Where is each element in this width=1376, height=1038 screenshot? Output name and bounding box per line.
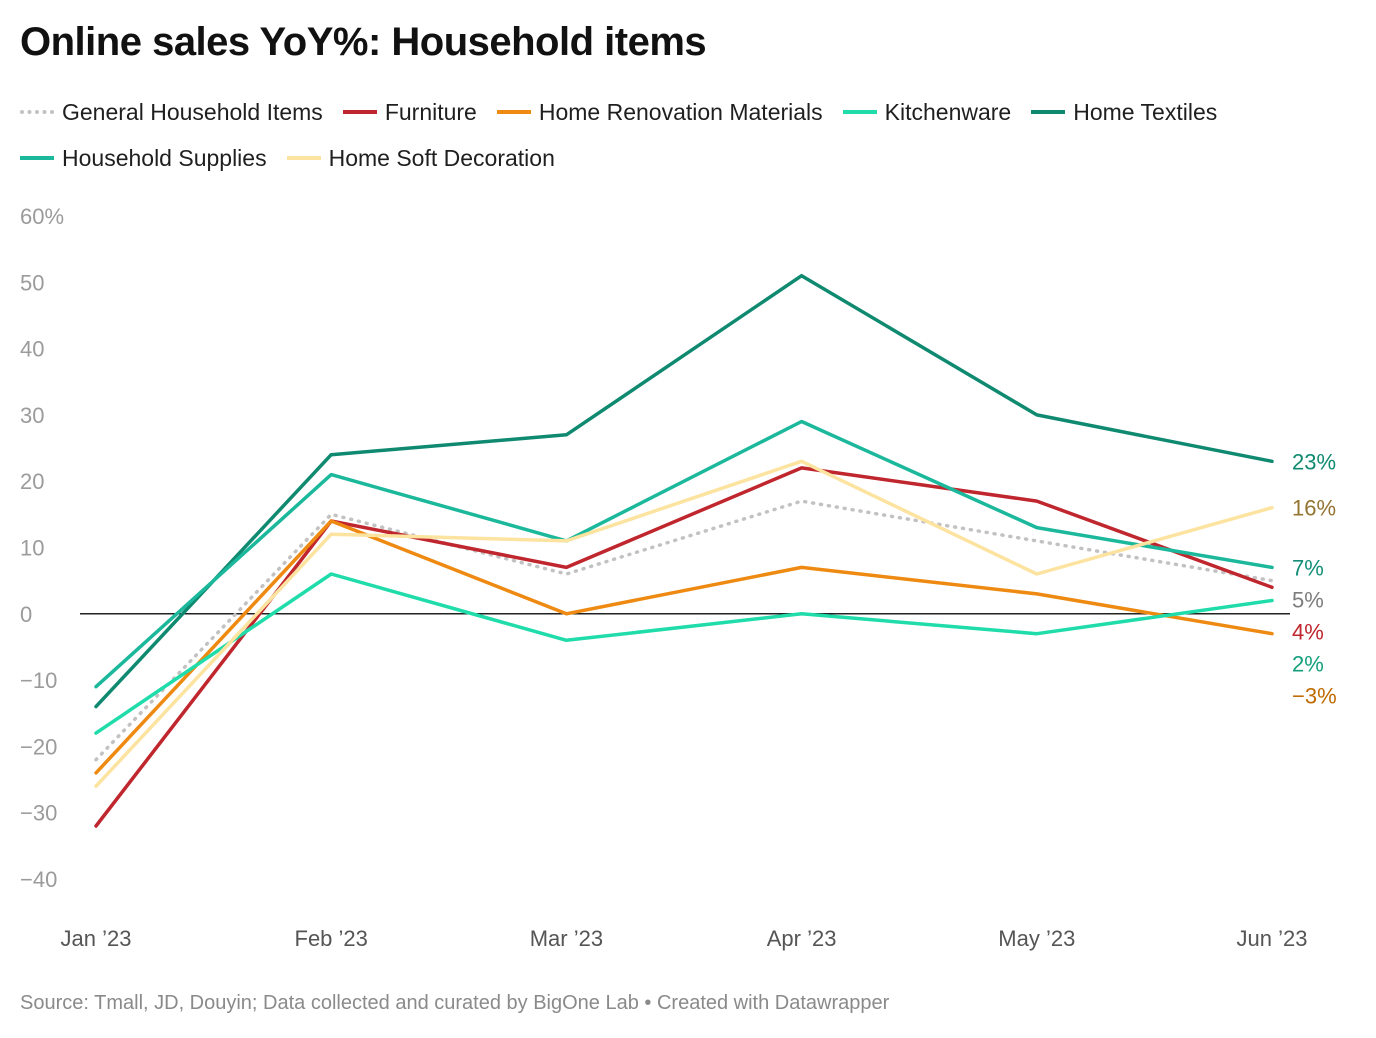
chart-title: Online sales YoY%: Household items [20, 20, 707, 64]
legend-label: Home Renovation Materials [538, 98, 823, 125]
legend-item-general-household-items: General Household Items [20, 94, 323, 130]
x-tick-label: Mar ’23 [530, 926, 603, 951]
legend-label: Home Textiles [1073, 98, 1218, 125]
y-tick-label: 60% [20, 204, 64, 229]
legend-label: Kitchenware [884, 98, 1012, 125]
end-label-home-textiles: 23% [1292, 449, 1336, 474]
legend: General Household Items Furniture Home Ren… [20, 94, 1320, 176]
y-tick-label: −10 [20, 668, 57, 693]
legend-swatch [1031, 110, 1066, 114]
legend-item-home-textiles: Home Textiles [1031, 94, 1217, 130]
end-label-general-household-items: 5% [1292, 587, 1324, 612]
series-line-kitchenware [94, 572, 1274, 735]
y-tick-label: 30 [20, 403, 44, 428]
legend-label: Furniture [384, 98, 477, 125]
legend-swatch [20, 156, 54, 160]
legend-item-kitchenware: Kitchenware [842, 94, 1012, 130]
legend-label: General Household Items [62, 98, 323, 125]
series-line-home-renovation-materials [94, 519, 1274, 775]
legend-swatch [842, 110, 877, 114]
legend-item-furniture: Furniture [342, 94, 477, 130]
legend-swatch [342, 110, 377, 114]
y-tick-label: −30 [20, 801, 57, 826]
end-label-home-soft-decoration: 16% [1292, 496, 1336, 521]
y-tick-label: 50 [20, 270, 44, 295]
source-note: Source: Tmall, JD, Douyin; Data collecte… [20, 992, 890, 1014]
x-tick-label: Feb ’23 [295, 926, 368, 951]
series-line-home-textiles [94, 273, 1274, 709]
legend-item-home-renovation-materials: Home Renovation Materials [496, 94, 823, 130]
end-label-household-supplies: 7% [1292, 555, 1324, 580]
legend-item-household-supplies: Household Supplies [20, 140, 267, 176]
y-tick-label: 40 [20, 337, 44, 362]
legend-swatch [20, 110, 54, 114]
y-tick-label: 20 [20, 469, 44, 494]
series-line-household-supplies [94, 419, 1274, 689]
end-label-kitchenware: 2% [1292, 651, 1324, 676]
x-tick-label: Apr ’23 [767, 926, 837, 951]
end-label-furniture: 4% [1292, 619, 1324, 644]
x-tick-label: May ’23 [998, 926, 1075, 951]
end-label-home-renovation-materials: −3% [1292, 683, 1337, 708]
legend-item-home-soft-decoration: Home Soft Decoration [286, 140, 555, 176]
y-tick-label: 0 [20, 602, 32, 627]
x-tick-label: Jan ’23 [61, 926, 132, 951]
y-tick-label: −40 [20, 867, 57, 892]
legend-swatch [286, 156, 321, 160]
legend-label: Home Soft Decoration [328, 144, 555, 171]
x-tick-label: Jun ’23 [1237, 926, 1308, 951]
series-line-home-soft-decoration [94, 459, 1274, 788]
legend-swatch [496, 110, 531, 114]
series-line-furniture [94, 466, 1274, 828]
y-tick-label: 10 [20, 536, 44, 561]
y-tick-label: −20 [20, 734, 57, 759]
series-line-general-household-items [94, 499, 1274, 762]
legend-label: Household Supplies [62, 144, 267, 171]
